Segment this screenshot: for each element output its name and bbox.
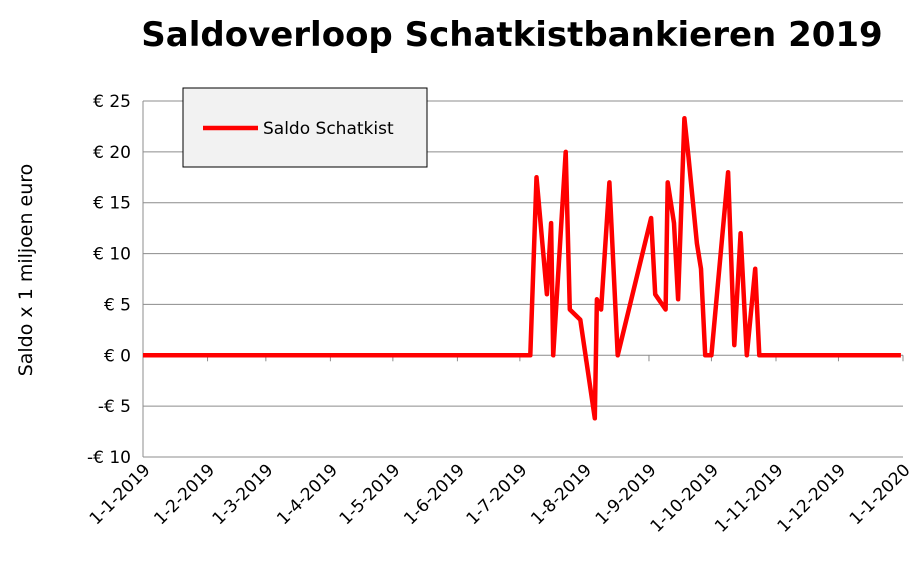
x-tick-label: 1-5-2019 [336,460,405,529]
y-tick-label: € 0 [104,346,131,366]
chart-title: Saldoverloop Schatkistbankieren 2019 [141,15,882,55]
x-tick-label: 1-1-2019 [86,460,155,529]
y-tick-label: -€ 5 [98,397,131,417]
x-tick-label: 1-6-2019 [400,460,469,529]
x-tick-label: 1-3-2019 [209,460,278,529]
y-tick-label: € 5 [104,295,131,315]
y-tick-label: € 25 [93,92,131,112]
y-tick-label: € 20 [93,143,131,163]
x-tick-label: 1-10-2019 [647,460,723,536]
x-tick-label: 1-12-2019 [774,460,850,536]
x-tick-label: 1-8-2019 [527,460,596,529]
y-axis-label: Saldo x 1 miljoen euro [15,164,37,377]
x-tick-label: 1-1-2020 [846,460,913,529]
x-tick-label: 1-7-2019 [463,460,532,529]
data-line [143,116,901,421]
y-tick-label: € 15 [93,194,131,214]
y-tick-label: € 10 [93,245,131,265]
legend-label: Saldo Schatkist [263,119,394,139]
y-tick-label: -€ 10 [87,448,131,468]
x-tick-label: 1-2-2019 [150,460,219,529]
x-tick-label: 1-4-2019 [273,460,342,529]
